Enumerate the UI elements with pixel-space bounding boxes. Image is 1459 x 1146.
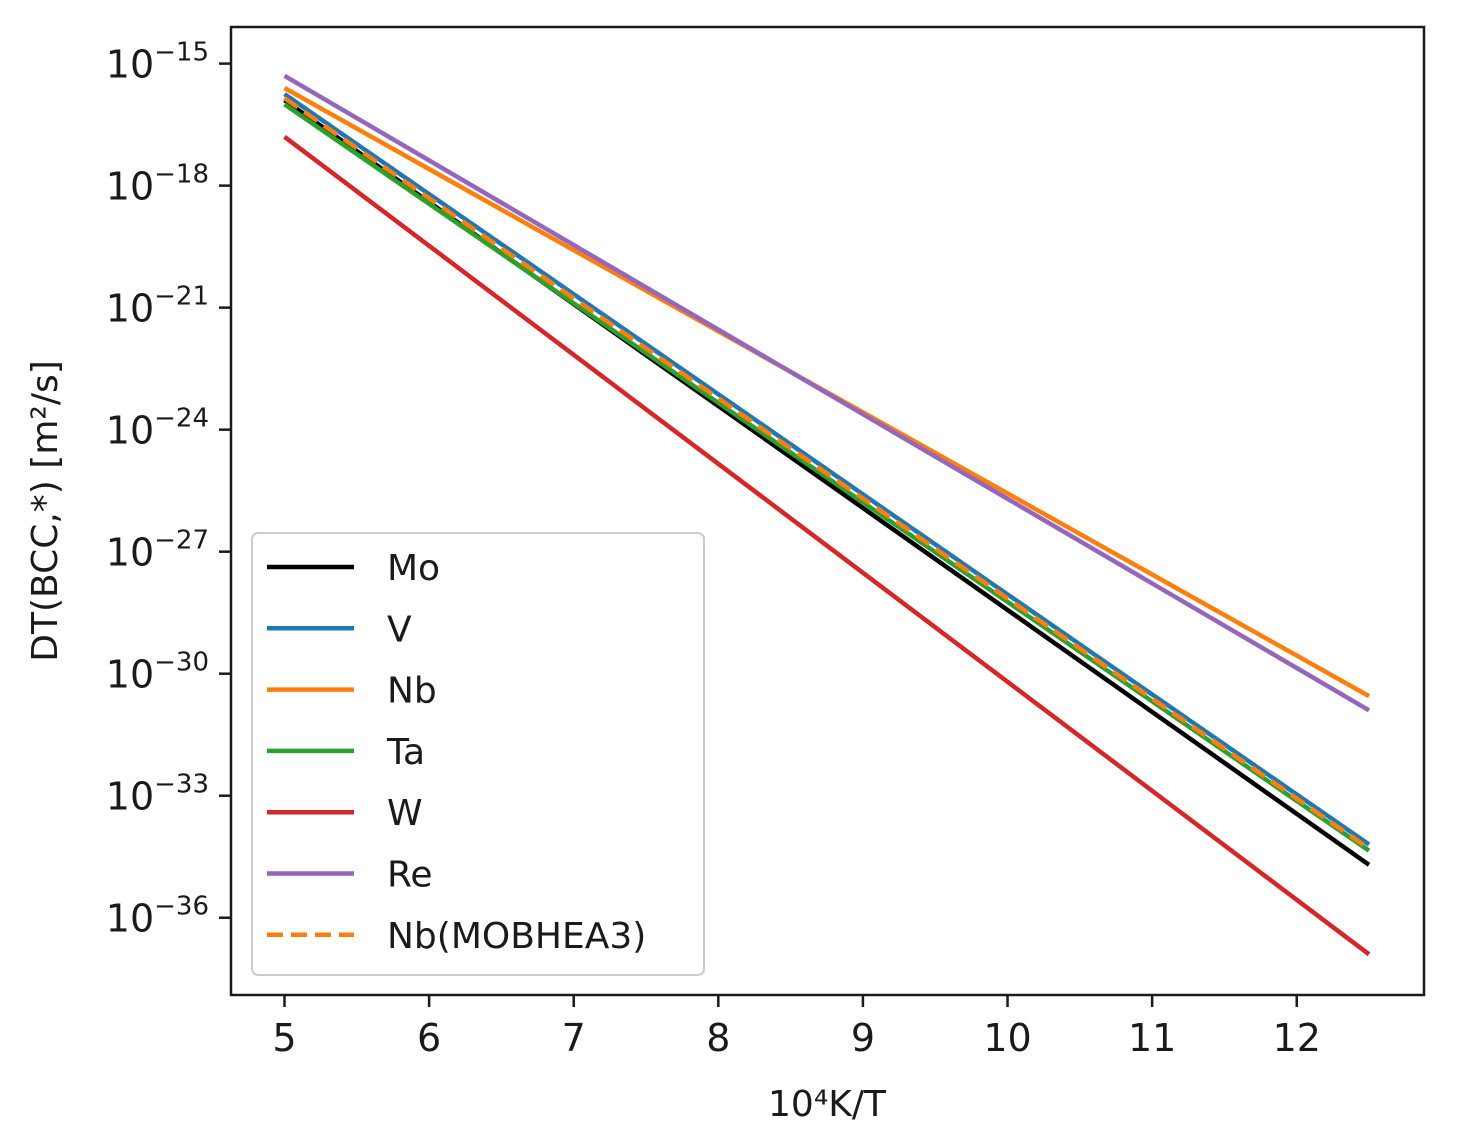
series-line-w — [283, 135, 1371, 957]
legend-label: Re — [387, 855, 433, 896]
y-axis: 10−15 10−18 10−21 10−24 10−27 10−30 10−33 10−36 — [106, 38, 231, 941]
plot-frame — [229, 25, 1426, 997]
legend-box — [251, 532, 705, 976]
x-tick-label: 8 — [706, 1016, 730, 1060]
x-axis: 5 6 7 8 9 10 11 12 — [272, 995, 1321, 1060]
x-tick-label: 9 — [851, 1016, 875, 1060]
x-axis-label: 10⁴K/T — [768, 1084, 887, 1125]
series-line-ta — [283, 102, 1371, 853]
y-tick-label: 10−33 — [106, 770, 209, 819]
legend-label: V — [387, 609, 412, 650]
y-tick-label: 10−27 — [106, 526, 209, 575]
legend-label: Mo — [387, 548, 440, 589]
x-tick-label: 10 — [983, 1016, 1031, 1060]
y-tick-label: 10−24 — [106, 404, 209, 453]
series-line-nb-mobhea3 — [283, 96, 1371, 851]
legend-label: Nb — [387, 671, 437, 712]
y-tick-label: 10−21 — [106, 282, 209, 331]
y-tick-label: 10−15 — [106, 38, 209, 87]
x-tick-label: 5 — [272, 1016, 296, 1060]
legend-label: Nb(MOBHEA3) — [387, 916, 646, 957]
legend: Mo V Nb Ta W Re Nb(MOBHEA3) — [251, 532, 705, 976]
legend-label: Ta — [386, 732, 425, 773]
y-tick-label: 10−30 — [106, 648, 209, 697]
y-tick-label: 10−36 — [106, 892, 209, 941]
series-line-v — [283, 92, 1371, 847]
legend-label: W — [387, 793, 423, 834]
y-tick-label: 10−18 — [106, 160, 209, 209]
y-axis-label: DT(BCC,*) [m²/s] — [25, 360, 66, 662]
x-tick-label: 11 — [1128, 1016, 1176, 1060]
x-tick-label: 7 — [562, 1016, 586, 1060]
series-layer — [283, 73, 1371, 957]
series-line-re — [283, 73, 1371, 713]
x-tick-label: 6 — [417, 1016, 441, 1060]
x-tick-label: 12 — [1273, 1016, 1321, 1060]
